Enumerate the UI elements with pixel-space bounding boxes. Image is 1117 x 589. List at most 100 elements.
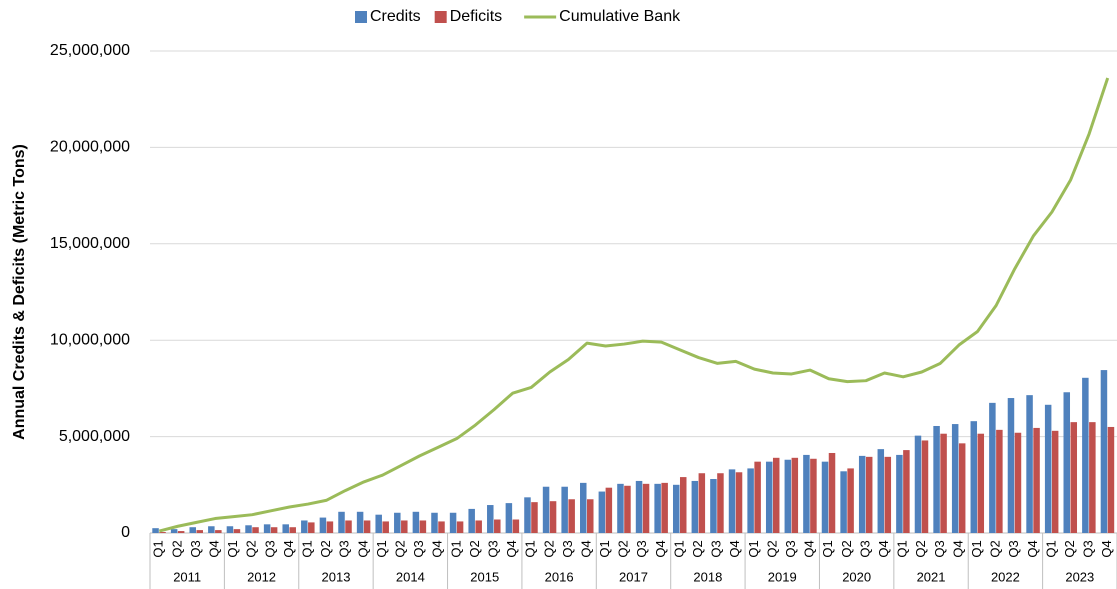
bar — [1044, 404, 1052, 533]
x-tick-label: Q4 — [1099, 540, 1114, 557]
bar — [394, 512, 401, 533]
year-label: 2012 — [247, 569, 276, 584]
y-tick-label: 0 — [121, 524, 130, 541]
bar — [903, 450, 910, 533]
bar — [858, 455, 866, 533]
bar — [1082, 377, 1089, 533]
x-tick-label: Q3 — [634, 540, 649, 557]
bar — [672, 484, 680, 533]
bar — [524, 497, 531, 533]
year-label: 2015 — [470, 569, 499, 584]
x-tick-label: Q4 — [653, 540, 668, 557]
bar — [301, 520, 308, 533]
bar — [226, 526, 234, 533]
x-tick-label: Q1 — [225, 540, 240, 557]
bar — [765, 461, 773, 533]
bar — [754, 461, 761, 533]
bar — [319, 517, 327, 533]
x-tick-label: Q1 — [597, 540, 612, 557]
bar — [865, 456, 873, 533]
bar — [356, 511, 364, 533]
bar — [338, 511, 345, 533]
bar — [345, 520, 352, 533]
x-tick-label: Q1 — [746, 540, 761, 557]
bar — [270, 527, 278, 533]
bar — [587, 499, 594, 533]
bar — [412, 511, 420, 533]
x-tick-label: Q3 — [188, 540, 203, 557]
legend-label: Credits — [370, 8, 421, 25]
bar — [505, 503, 513, 533]
legend-swatch — [355, 11, 367, 23]
bar — [561, 486, 568, 533]
bar — [170, 529, 178, 533]
bar — [921, 440, 929, 533]
bar — [1100, 370, 1108, 533]
bar — [580, 482, 587, 533]
bar — [884, 456, 892, 533]
bar — [821, 461, 829, 533]
y-tick-label: 20,000,000 — [50, 139, 130, 156]
bar — [1089, 422, 1096, 533]
x-tick-label: Q1 — [1043, 540, 1058, 557]
y-tick-label: 10,000,000 — [50, 331, 130, 348]
x-tick-label: Q3 — [932, 540, 947, 557]
bar — [1107, 426, 1115, 533]
bar — [1026, 395, 1033, 533]
bar — [624, 485, 631, 533]
bar — [282, 524, 289, 533]
bar — [810, 458, 817, 533]
line — [158, 77, 1110, 533]
year-label: 2011 — [173, 569, 201, 584]
y-axis-title: Annual Credits & Deficits (Metric Tons) — [11, 144, 28, 440]
bar — [456, 521, 464, 533]
bar — [958, 443, 966, 533]
x-tick-label: Q4 — [1025, 540, 1040, 557]
x-tick-label: Q3 — [337, 540, 352, 557]
bar — [933, 425, 940, 533]
bar — [847, 468, 854, 533]
bar — [717, 473, 724, 533]
bar — [419, 520, 427, 533]
bar — [914, 435, 922, 533]
bar — [977, 433, 985, 533]
x-tick-label: Q3 — [1006, 540, 1021, 557]
x-tick-label: Q1 — [374, 540, 389, 557]
bar — [951, 424, 959, 533]
year-label: 2018 — [693, 569, 722, 584]
x-tick-label: Q3 — [485, 540, 500, 557]
x-tick-label: Q2 — [839, 540, 854, 557]
x-tick-label: Q4 — [727, 540, 742, 557]
bar — [549, 501, 557, 533]
bar — [735, 472, 743, 533]
year-label: 2016 — [545, 569, 574, 584]
x-tick-label: Q1 — [151, 540, 166, 557]
bar — [1051, 430, 1059, 533]
year-label: 2017 — [619, 569, 648, 584]
bar — [691, 480, 699, 533]
x-tick-label: Q1 — [300, 540, 315, 557]
bar — [617, 483, 624, 533]
x-tick-label: Q4 — [430, 540, 445, 557]
x-tick-label: Q4 — [876, 540, 891, 557]
bar — [568, 499, 575, 533]
x-tick-label: Q2 — [244, 540, 259, 557]
bar — [598, 491, 606, 533]
x-tick-label: Q2 — [169, 540, 184, 557]
x-tick-label: Q4 — [504, 540, 519, 557]
x-tick-label: Q1 — [671, 540, 686, 557]
bar — [382, 521, 389, 533]
x-tick-label: Q1 — [820, 540, 835, 557]
bar — [289, 527, 296, 533]
bar — [326, 521, 334, 533]
bar — [468, 508, 475, 533]
bar — [487, 505, 494, 533]
bar — [189, 527, 196, 533]
x-tick-label: Q4 — [578, 540, 593, 557]
y-tick-label: 5,000,000 — [59, 428, 130, 445]
bar — [784, 459, 792, 533]
x-tick-label: Q4 — [802, 540, 817, 557]
year-label: 2013 — [322, 569, 351, 584]
bar — [375, 514, 382, 533]
x-tick-label: Q3 — [709, 540, 724, 557]
